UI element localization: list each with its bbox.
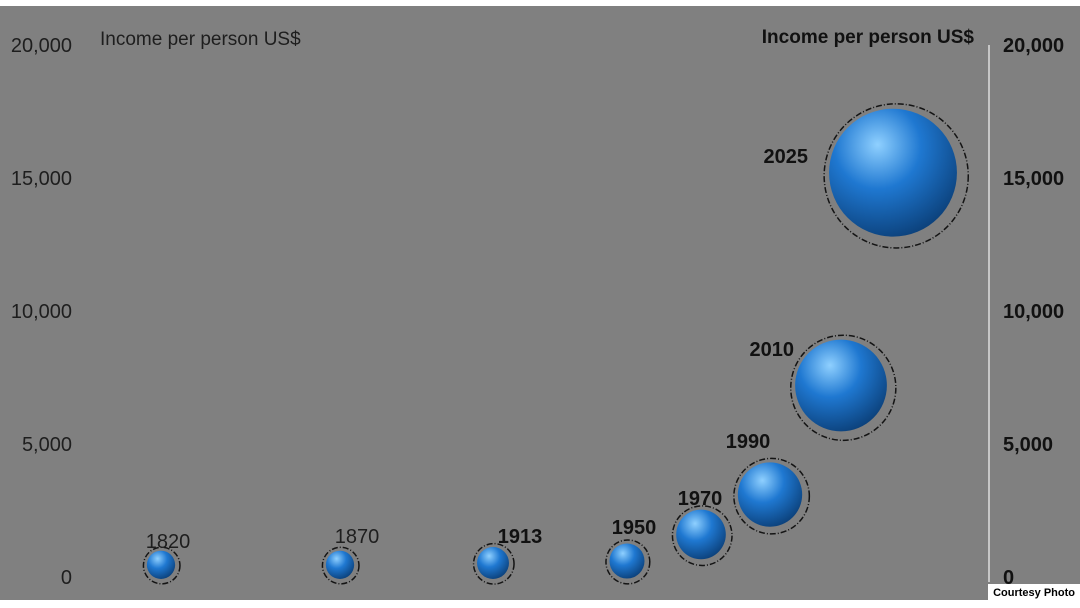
year-label-1870: 1870 [335,526,380,548]
bubble-2010 [795,339,887,432]
bubble-ring-1970 [671,505,733,567]
bubble-ring-1913 [472,542,515,585]
bubble-1820 [146,550,176,579]
right-y-tick-label: 5,000 [1003,434,1053,456]
right-y-tick-label: 0 [1003,567,1014,589]
bubble-2025 [829,108,957,237]
left-y-tick-label: 0 [61,567,72,589]
bubble-ring-2010 [789,334,897,442]
year-label-1950: 1950 [612,517,657,539]
bubble-1870 [325,550,355,579]
left-y-tick-label: 20,000 [11,35,72,57]
bubble-1970 [676,509,726,560]
bubble-series: 1820 1870 1913 1950 1970 1990 2010 2025 [142,103,970,585]
year-label-2025: 2025 [764,146,809,168]
bubble-1990 [737,462,803,527]
bubble-ring-2025 [823,103,970,249]
left-y-axis-title: Income per person US$ [100,29,301,50]
left-y-tick-label: 15,000 [11,168,72,190]
right-y-tick-label: 15,000 [1003,168,1064,190]
year-label-2010: 2010 [750,339,795,361]
left-y-tick-labels: 0 5,000 10,000 15,000 20,000 [11,35,72,589]
bubble-ring-1950 [605,539,651,585]
bubble-ring-1870 [321,546,360,585]
plot-background [0,6,1080,600]
left-y-tick-label: 5,000 [22,434,72,456]
bubble-1913 [477,547,509,579]
photo-credit: Courtesy Photo [988,584,1080,602]
right-y-tick-label: 20,000 [1003,35,1064,57]
right-y-axis-title: Income per person US$ [762,27,975,48]
year-label-1970: 1970 [678,488,723,510]
left-y-tick-label: 10,000 [11,301,72,323]
year-label-1990: 1990 [726,431,771,453]
year-label-1913: 1913 [498,526,543,548]
right-y-tick-labels: 0 5,000 10,000 15,000 20,000 [1003,35,1064,589]
bubble-1950 [609,543,645,579]
bubble-ring-1990 [733,457,811,535]
right-y-tick-label: 10,000 [1003,301,1064,323]
year-label-1820: 1820 [146,531,191,553]
bubble-ring-1820 [142,546,181,585]
